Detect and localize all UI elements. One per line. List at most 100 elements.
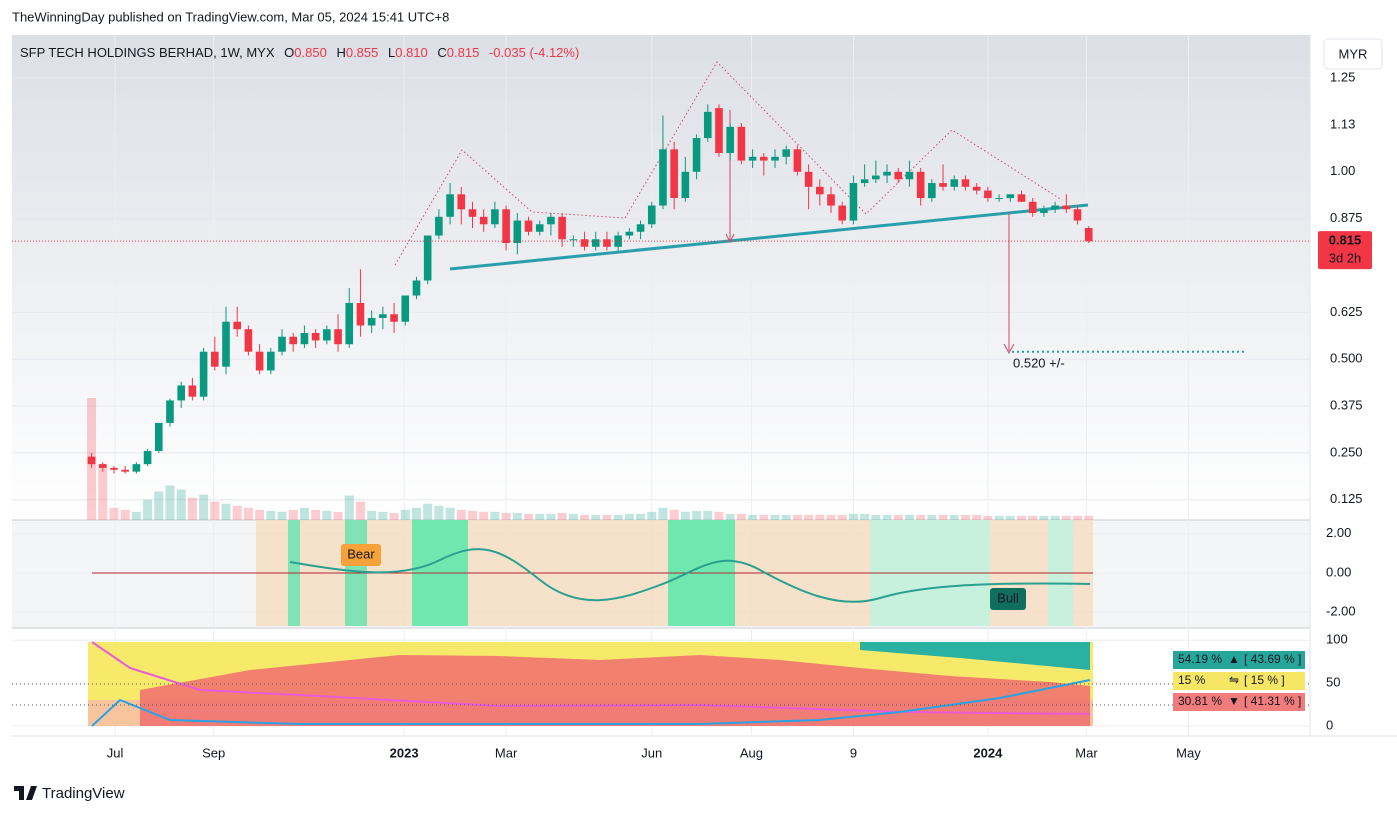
volume-bar <box>781 514 791 520</box>
y-tick-label: 1.25 <box>1330 70 1355 85</box>
candle-body <box>1006 194 1015 199</box>
legend-prev: [ 41.31 % ] <box>1244 694 1301 708</box>
footer: TradingView <box>42 785 125 802</box>
candle-body <box>681 171 690 199</box>
tradingview-logo <box>14 786 37 800</box>
legend-arrow: ⇋ <box>1229 673 1239 687</box>
candle-body <box>860 179 869 184</box>
candle-body <box>210 351 219 367</box>
x-tick-label: Sep <box>202 745 225 760</box>
volume-bar <box>535 513 545 520</box>
volume-bar <box>176 489 186 520</box>
candle-body <box>692 138 701 172</box>
ohlc-key: L <box>388 45 395 60</box>
candle-body <box>883 171 891 176</box>
legend-value: 54.19 % <box>1178 652 1222 666</box>
last-price-box <box>1318 231 1372 270</box>
x-tick-label: 2024 <box>973 745 1003 760</box>
publisher: TheWinningDay published on TradingView.c… <box>12 9 449 24</box>
y-tick-label: 50 <box>1326 675 1340 690</box>
volume-bar <box>199 494 209 520</box>
candle-body <box>401 295 410 322</box>
legend-value: 30.81 % <box>1178 694 1222 708</box>
volume-bar <box>266 510 276 520</box>
candle-body <box>87 456 96 465</box>
candle-body <box>468 209 477 217</box>
x-tick-label: Mar <box>1075 745 1098 760</box>
volume-bar <box>311 509 321 520</box>
x-tick-label: Jun <box>641 745 662 760</box>
percent-area <box>140 655 1090 726</box>
x-tick-label: May <box>1176 745 1201 760</box>
candle-body <box>1028 201 1037 214</box>
volume-bar <box>714 511 724 520</box>
volume-bar <box>770 514 780 520</box>
volume-bar <box>445 507 455 520</box>
candle-body <box>726 126 734 154</box>
price-pane <box>12 35 1310 520</box>
volume-bar <box>490 511 500 520</box>
candle-body <box>289 336 298 345</box>
volume-bar <box>972 514 982 520</box>
candle-body <box>569 239 578 241</box>
candle-body <box>995 198 1003 200</box>
pattern-outline <box>394 61 1063 266</box>
legend-prev: [ 43.69 % ] <box>1244 652 1301 666</box>
candle-body <box>199 351 208 397</box>
candle-body <box>603 239 611 247</box>
ohlc-key: O <box>284 45 294 60</box>
legend-value: 15 % <box>1178 673 1206 687</box>
candle-body <box>188 385 197 397</box>
x-tick-label: Jul <box>107 745 124 760</box>
volume-bar <box>131 511 141 520</box>
currency-button[interactable] <box>1323 38 1383 70</box>
volume-bar <box>400 509 410 520</box>
volume-bar <box>826 514 836 520</box>
y-tick-label: 0.125 <box>1330 491 1363 506</box>
candle-body <box>154 422 163 452</box>
percent-line <box>91 641 1091 715</box>
volume-bar <box>1061 515 1071 520</box>
volume-bar <box>322 510 332 520</box>
volume-bar <box>299 507 309 520</box>
candle-body <box>659 149 667 206</box>
y-tick-label: 1.13 <box>1330 116 1355 131</box>
oscillator-line <box>289 548 1091 603</box>
volume-bar <box>602 514 612 520</box>
volume-bar <box>187 497 197 520</box>
candle-body <box>356 302 365 326</box>
candle-body <box>636 224 645 232</box>
candle-body <box>905 171 914 180</box>
candle-body <box>513 220 522 244</box>
x-tick-label: 9 <box>850 745 857 760</box>
volume-bar <box>804 514 814 520</box>
candle-body <box>300 332 309 345</box>
candle-body <box>435 216 443 236</box>
volume-bar <box>120 509 130 520</box>
candle-body <box>872 175 880 180</box>
candle-body <box>446 194 454 217</box>
volume-bar <box>580 514 590 520</box>
volume-bar <box>949 514 959 520</box>
volume-bar <box>624 513 634 520</box>
bear-label: Bear <box>347 546 375 561</box>
volume-bar <box>1073 515 1083 520</box>
bull-badge <box>990 588 1026 610</box>
volume-bar <box>815 514 825 520</box>
legend-box <box>1173 651 1305 669</box>
legend-prev: [ 15 % ] <box>1244 673 1285 687</box>
x-tick-label: Aug <box>740 745 763 760</box>
volume-bar <box>568 513 578 520</box>
volume-bar <box>378 511 388 520</box>
bear-badge <box>341 544 381 566</box>
y-tick-label: 0.00 <box>1326 564 1351 579</box>
candle-body <box>278 336 286 352</box>
volume-bar <box>860 513 870 520</box>
x-tick-label: 2023 <box>390 745 419 760</box>
volume-bar <box>1005 515 1015 520</box>
candle-body <box>670 149 678 199</box>
candle-body <box>838 205 847 221</box>
currency[interactable]: MYR <box>1339 46 1368 61</box>
candle-body <box>132 464 141 472</box>
volume-bar <box>277 511 287 520</box>
